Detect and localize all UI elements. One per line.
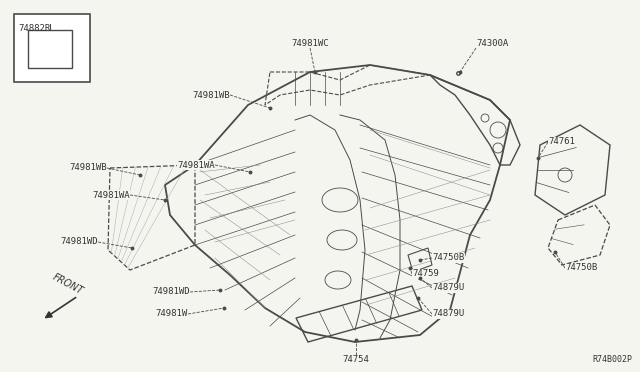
Text: 74750B: 74750B xyxy=(565,263,597,273)
Text: 74759: 74759 xyxy=(412,269,439,279)
Text: 74981W: 74981W xyxy=(156,310,188,318)
Text: 74879U: 74879U xyxy=(432,310,464,318)
Text: 74981WD: 74981WD xyxy=(152,288,190,296)
Text: 74981WB: 74981WB xyxy=(193,90,230,99)
Text: 74879U: 74879U xyxy=(432,283,464,292)
Text: 74981WB: 74981WB xyxy=(69,164,107,173)
Text: FRONT: FRONT xyxy=(51,272,85,296)
Text: R74B002P: R74B002P xyxy=(592,355,632,364)
Text: 74761: 74761 xyxy=(548,138,575,147)
Text: 74882R: 74882R xyxy=(18,24,51,33)
Text: 74750B: 74750B xyxy=(432,253,464,263)
Text: 74981WA: 74981WA xyxy=(177,160,215,170)
Text: 74300A: 74300A xyxy=(476,39,508,48)
Text: 74981WD: 74981WD xyxy=(60,237,98,247)
Bar xyxy=(28,30,72,68)
Text: 74981WC: 74981WC xyxy=(291,39,329,48)
Bar xyxy=(14,14,90,82)
Text: 74981WA: 74981WA xyxy=(92,190,130,199)
Text: 74754: 74754 xyxy=(342,355,369,364)
